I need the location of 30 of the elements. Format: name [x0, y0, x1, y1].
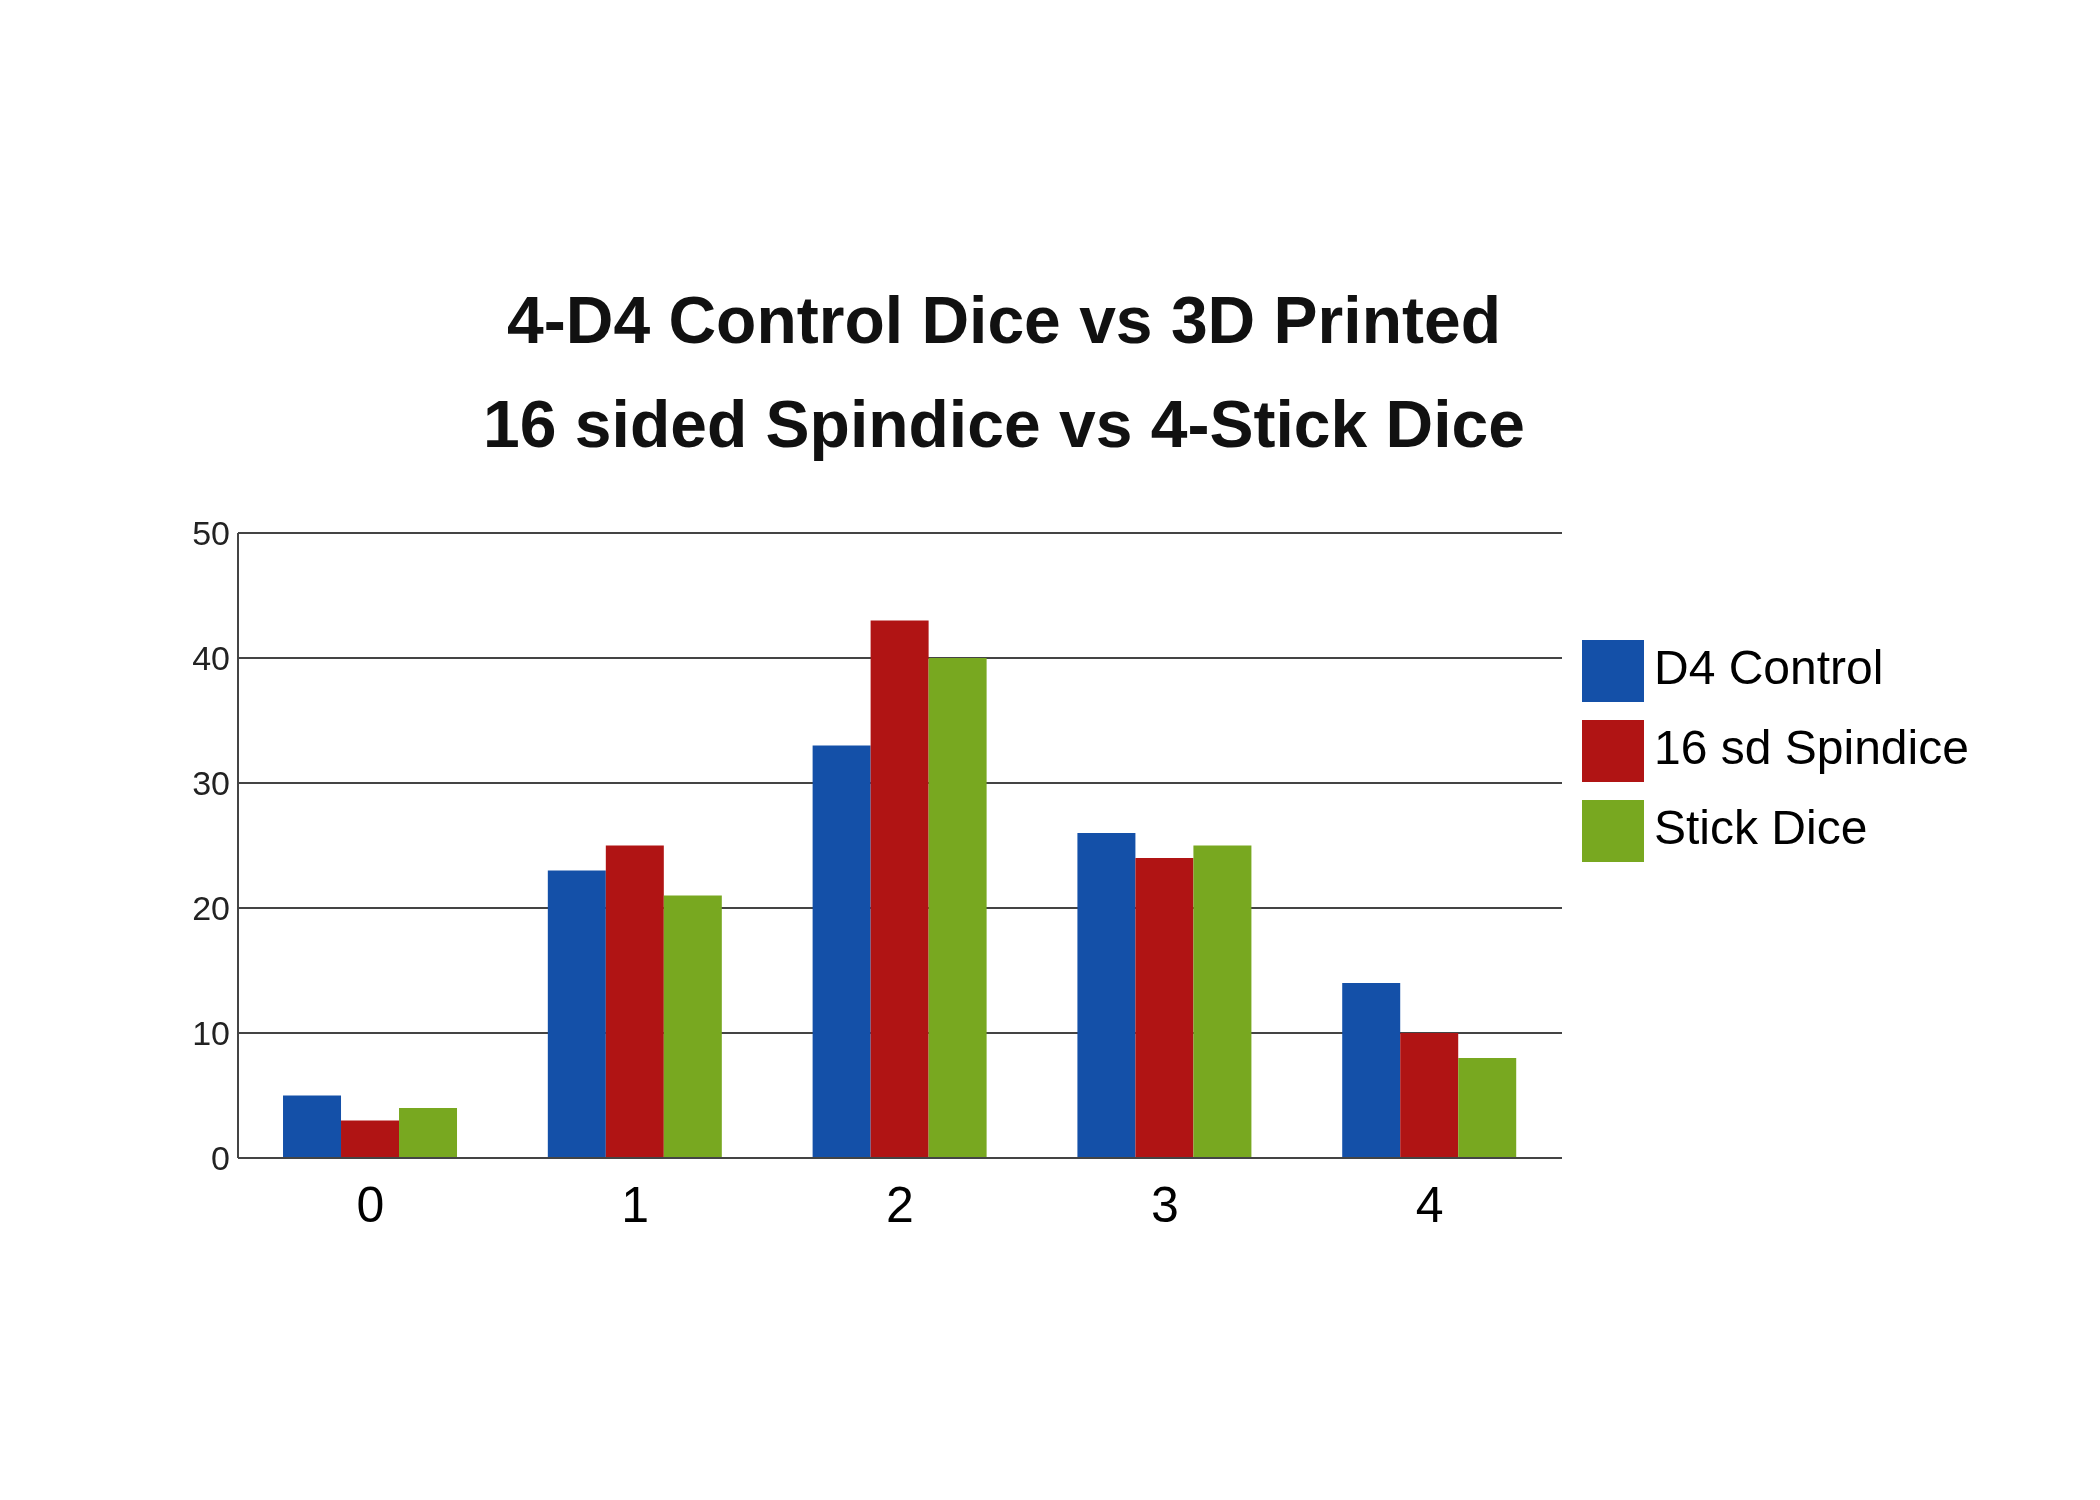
bar: [1135, 858, 1194, 1158]
y-tick-label: 0: [211, 1139, 230, 1178]
bar: [928, 658, 987, 1158]
bar: [547, 870, 606, 1158]
x-tick-label: 3: [1150, 1176, 1179, 1233]
bar: [1342, 983, 1401, 1158]
bar: [870, 620, 929, 1158]
y-tick-label: 20: [192, 889, 230, 928]
legend-label: D4 Control: [1654, 641, 1884, 694]
legend-label: Stick Dice: [1654, 801, 1868, 854]
x-tick-label: 2: [886, 1176, 914, 1233]
y-tick-label: 40: [192, 639, 230, 678]
bar: [399, 1108, 458, 1158]
x-tick-label: 0: [356, 1176, 385, 1233]
bar: [1077, 833, 1136, 1158]
x-tick-label: 4: [1415, 1176, 1444, 1233]
bar: [1193, 845, 1252, 1158]
x-tick-label: 1: [621, 1176, 650, 1233]
bar: [1400, 1033, 1459, 1158]
bar: [812, 745, 871, 1158]
chart-title: 4-D4 Control Dice vs 3D Printed 16 sided Spindice vs 4-Stick Dice: [482, 282, 1526, 463]
bar: [1458, 1058, 1517, 1158]
y-tick-label: 10: [192, 1014, 230, 1053]
legend-label: 16 sd Spindice: [1654, 721, 1969, 774]
bar: [605, 845, 664, 1158]
bar: [663, 895, 722, 1158]
y-tick-label: 30: [192, 764, 230, 803]
bar: [341, 1120, 400, 1158]
bar: [283, 1095, 342, 1158]
y-tick-label: 50: [192, 514, 230, 553]
